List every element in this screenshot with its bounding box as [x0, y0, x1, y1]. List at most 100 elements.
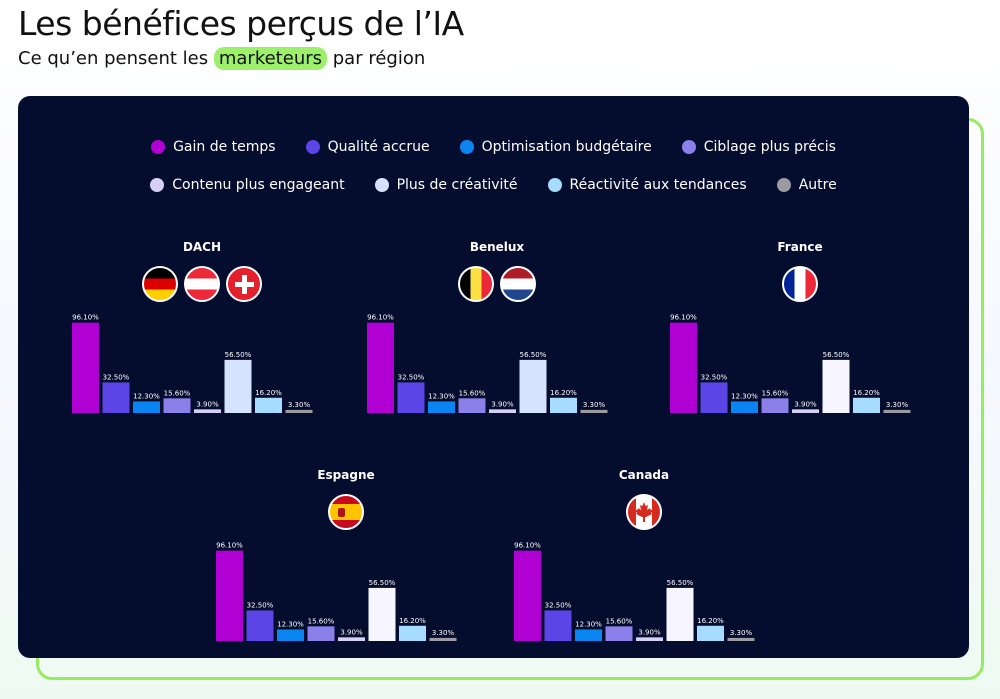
flag-group	[367, 266, 627, 302]
region-title: Canada	[618, 468, 670, 482]
bar-value-label: 56.50%	[823, 351, 850, 359]
bar-value-label: 56.50%	[369, 579, 396, 587]
bar-value-label: 96.10%	[670, 314, 697, 322]
bar-value-label: 32.50%	[545, 601, 572, 609]
page-title: Les bénéfices perçus de l’IA	[18, 4, 464, 43]
bar-2	[544, 610, 572, 641]
bar-1	[72, 322, 99, 413]
bar-6	[666, 587, 694, 641]
bar-value-label: 96.10%	[216, 542, 243, 550]
bar-7	[697, 625, 724, 641]
bar-value-label: 3.30%	[730, 629, 753, 637]
bar-value-label: 12.30%	[133, 392, 160, 400]
bar-value-label: 32.50%	[701, 373, 728, 381]
bar-value-label: 16.20%	[399, 617, 426, 625]
bar-6	[519, 359, 547, 413]
legend-label: Contenu plus engageant	[172, 177, 345, 193]
legend-swatch	[305, 140, 320, 154]
bar-3	[428, 401, 455, 413]
chart-espagne: Espagne 96.10% 32.50% 12.30% 15.60% 3.90% 56.…	[216, 468, 476, 688]
bar-3	[277, 629, 304, 641]
legend-label: Optimisation budgétaire	[481, 139, 652, 155]
bar-value-label: 96.10%	[72, 314, 99, 322]
netherlands-flag-icon	[500, 266, 536, 302]
flag-group	[670, 266, 930, 302]
legend-item: Qualité accrue	[305, 139, 430, 155]
bar-value-label: 32.50%	[247, 601, 274, 609]
germany-flag-icon	[142, 266, 178, 302]
chart-canada: Canada 96.10% 32.50% 12.30% 15.60% 3.90% 56.5…	[514, 468, 774, 688]
bar-4	[163, 398, 191, 413]
swiss-cross-icon-bar	[235, 282, 254, 287]
bar-4	[605, 626, 633, 641]
bar-chart-svg: 96.10% 32.50% 12.30% 15.60% 3.90% 56.50% 16.20…	[670, 314, 911, 413]
bar-chart-svg: 96.10% 32.50% 12.30% 15.60% 3.90% 56.50% 16.20…	[216, 542, 457, 641]
switzerland-flag-icon	[226, 266, 262, 302]
legend-swatch	[150, 178, 165, 192]
legend-label: Ciblage plus précis	[703, 139, 836, 155]
chart-panel: Gain de temps Qualité accrue Optimisatio…	[18, 96, 969, 658]
bar-value-label: 56.50%	[520, 351, 547, 359]
belgium-flag-icon	[458, 266, 494, 302]
legend-swatch	[374, 178, 389, 192]
legend-row-1: Gain de temps Qualité accrue Optimisatio…	[18, 139, 969, 155]
legend-swatch	[681, 140, 696, 154]
chart-benelux: Benelux 96.10% 32.50% 12.30% 15.60% 3.90% 56.…	[367, 240, 627, 460]
region-title: DACH	[182, 240, 222, 254]
bar-8	[429, 637, 457, 641]
bar-value-label: 32.50%	[398, 373, 425, 381]
spain-coat-of-arms-icon	[338, 508, 345, 517]
bar-chart-svg: 96.10% 32.50% 12.30% 15.60% 3.90% 56.50% 16.20…	[367, 314, 608, 413]
bar-value-label: 12.30%	[575, 620, 602, 628]
bar-1	[367, 322, 394, 413]
bar-value-label: 16.20%	[853, 389, 880, 397]
legend-item: Contenu plus engageant	[150, 177, 345, 193]
subtitle-lead: Ce qu’en pensent les	[18, 48, 209, 69]
bar-5	[792, 409, 819, 413]
bar-2	[102, 382, 130, 413]
legend-item: Gain de temps	[151, 139, 276, 155]
bar-8	[883, 409, 911, 413]
bar-value-label: 3.90%	[196, 400, 219, 408]
bar-value-label: 15.60%	[164, 389, 191, 397]
bar-value-label: 3.30%	[432, 629, 455, 637]
bar-3	[575, 629, 602, 641]
bar-4	[458, 398, 486, 413]
bar-chart-svg: 96.10% 32.50% 12.30% 15.60% 3.90% 56.50% 16.20…	[72, 314, 313, 413]
bar-value-label: 12.30%	[428, 392, 455, 400]
bar-5	[489, 409, 516, 413]
bar-value-label: 15.60%	[308, 617, 335, 625]
bar-value-label: 15.60%	[606, 617, 633, 625]
bar-2	[397, 382, 425, 413]
legend-row-2: Contenu plus engageant Plus de créativit…	[18, 177, 969, 193]
bar-value-label: 96.10%	[514, 542, 541, 550]
region-title: Benelux	[469, 240, 525, 254]
legend-label: Gain de temps	[173, 139, 276, 155]
bar-value-label: 3.30%	[288, 401, 311, 409]
bar-1	[670, 322, 697, 413]
bar-value-label: 32.50%	[103, 373, 130, 381]
legend-item: Optimisation budgétaire	[459, 139, 652, 155]
bar-chart-svg: 96.10% 32.50% 12.30% 15.60% 3.90% 56.50% 16.20…	[514, 542, 755, 641]
region-title: Espagne	[317, 468, 375, 482]
bar-value-label: 56.50%	[667, 579, 694, 587]
bar-8	[580, 409, 608, 413]
bar-value-label: 16.20%	[255, 389, 282, 397]
bar-value-label: 3.30%	[583, 401, 606, 409]
bar-2	[246, 610, 274, 641]
chart-france: France 96.10% 32.50% 12.30% 15.60% 3.90% 56.5…	[670, 240, 930, 460]
legend-swatch	[459, 140, 474, 154]
bar-value-label: 3.30%	[886, 401, 909, 409]
bar-6	[224, 359, 252, 413]
legend-item: Réactivité aux tendances	[547, 177, 747, 193]
subtitle-highlight: marketeurs	[213, 47, 327, 70]
bar-8	[727, 637, 755, 641]
region-title: France	[777, 240, 823, 254]
bar-2	[700, 382, 728, 413]
bar-7	[255, 397, 282, 413]
flag-group	[72, 266, 332, 302]
bar-value-label: 56.50%	[225, 351, 252, 359]
page-subtitle: Ce qu’en pensent les marketeurs par régi…	[18, 47, 425, 70]
bar-4	[307, 626, 335, 641]
bar-value-label: 3.90%	[491, 400, 514, 408]
